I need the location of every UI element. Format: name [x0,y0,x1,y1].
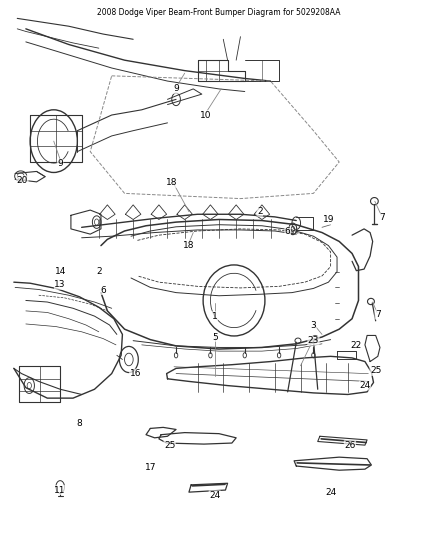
Text: 11: 11 [54,486,66,495]
Text: 9: 9 [173,84,179,93]
Text: 25: 25 [164,441,175,450]
Text: 1: 1 [212,312,218,321]
Text: 17: 17 [145,463,156,472]
Text: 18: 18 [183,241,195,250]
Text: 9: 9 [57,159,63,168]
Text: 18: 18 [166,179,177,188]
Text: 7: 7 [375,310,381,319]
Text: 6: 6 [285,227,290,236]
Text: 24: 24 [209,491,220,500]
Text: 24: 24 [325,488,336,497]
Text: 14: 14 [54,267,66,276]
Text: 2008 Dodge Viper Beam-Front Bumper Diagram for 5029208AA: 2008 Dodge Viper Beam-Front Bumper Diagr… [97,8,341,17]
Text: 25: 25 [370,367,381,375]
Text: 3: 3 [311,320,316,329]
Text: 5: 5 [212,333,218,342]
Text: 26: 26 [344,441,356,450]
Text: 22: 22 [351,342,362,350]
Text: 8: 8 [77,419,82,427]
Text: 24: 24 [359,381,371,390]
Text: 16: 16 [130,369,141,378]
Text: 10: 10 [200,110,212,119]
Text: 13: 13 [54,280,66,289]
Text: 7: 7 [379,213,385,222]
Text: 2: 2 [257,207,263,216]
Text: 23: 23 [308,336,319,345]
Text: 6: 6 [100,286,106,295]
Text: 20: 20 [17,176,28,185]
Text: 19: 19 [323,215,334,224]
Text: 2: 2 [96,267,102,276]
